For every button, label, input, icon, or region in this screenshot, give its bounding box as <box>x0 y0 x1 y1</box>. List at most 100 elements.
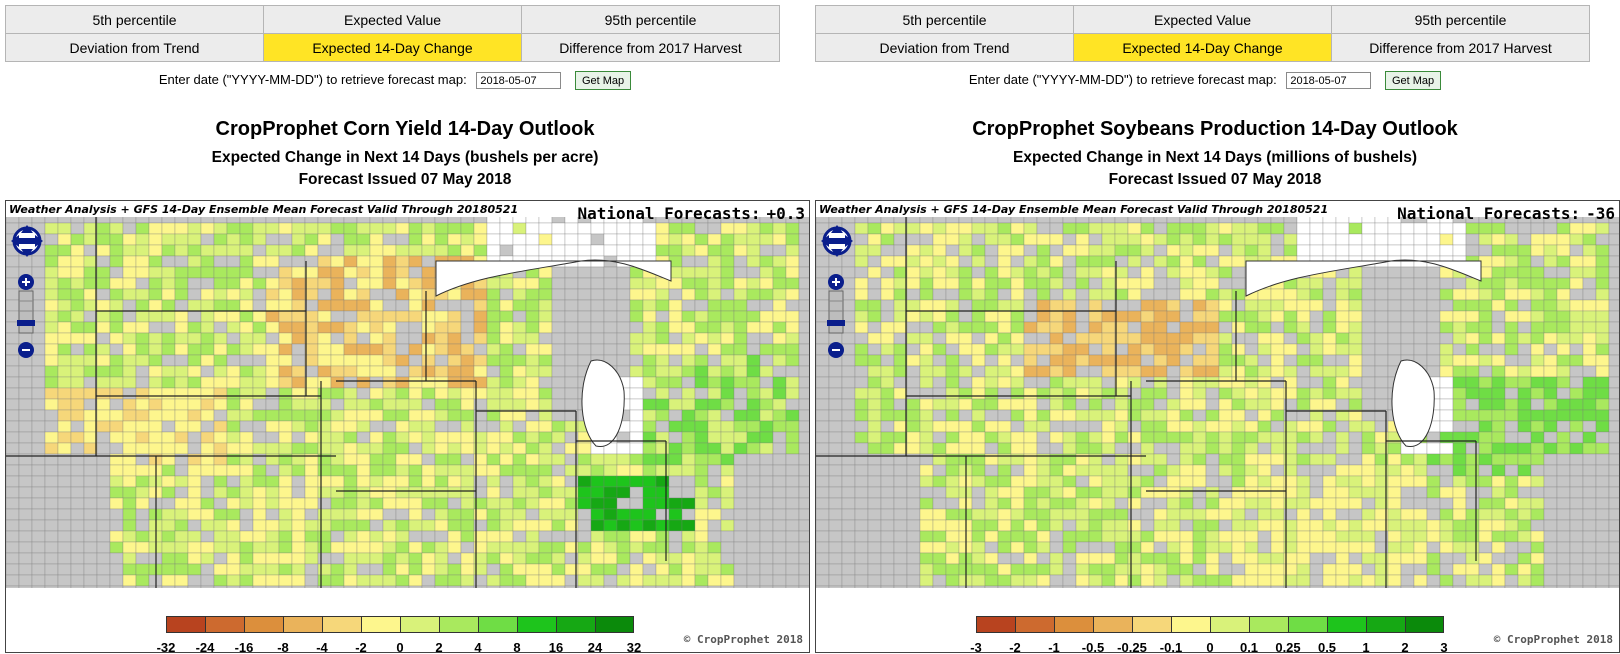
date-row: Enter date ("YYYY-MM-DD") to retrieve fo… <box>810 71 1600 90</box>
county-map[interactable] <box>816 201 1620 653</box>
state-borders <box>6 217 667 588</box>
legend-swatch <box>400 616 439 633</box>
legend-swatch <box>1288 616 1327 633</box>
zoom-out-icon[interactable] <box>18 342 34 358</box>
legend-tick-label: -0.25 <box>1117 640 1147 653</box>
corn-panel: 5th percentile Expected Value 95th perce… <box>5 5 810 653</box>
get-map-button[interactable]: Get Map <box>1384 71 1442 90</box>
zoom-out-icon[interactable] <box>828 342 844 358</box>
copyright: © CropProphet 2018 <box>683 633 803 646</box>
legend-swatch <box>1405 616 1444 633</box>
legend-tick-label: -1 <box>1048 640 1060 653</box>
lake-superior <box>1245 259 1482 297</box>
tab-95th-percentile[interactable]: 95th percentile <box>521 5 780 34</box>
lake-superior <box>435 259 672 297</box>
zoom-slider-handle[interactable] <box>17 320 35 326</box>
date-prompt: Enter date ("YYYY-MM-DD") to retrieve fo… <box>968 71 1277 87</box>
legend-tick-label: -16 <box>234 640 254 653</box>
map-header: Weather Analysis + GFS 14-Day Ensemble M… <box>9 203 519 216</box>
date-input[interactable] <box>1286 72 1372 89</box>
map-zoom-control[interactable] <box>819 221 855 371</box>
tab-expected-value[interactable]: Expected Value <box>1073 5 1332 34</box>
legend-tick-label: 0.5 <box>1317 640 1337 653</box>
zoom-in-icon[interactable] <box>18 274 34 290</box>
legend-tick-label: 3 <box>1440 640 1448 653</box>
forecast-issued: Forecast Issued 07 May 2018 <box>298 171 512 188</box>
legend-tick-label: 2 <box>435 640 443 653</box>
tab-difference-from-2017-harvest[interactable]: Difference from 2017 Harvest <box>521 33 780 62</box>
counties-layer <box>6 201 809 652</box>
tab-95th-percentile[interactable]: 95th percentile <box>1331 5 1590 34</box>
legend-tick-label: -4 <box>316 640 328 653</box>
zoom-slider-track[interactable] <box>18 290 34 334</box>
legend-swatch <box>1210 616 1249 633</box>
zoom-slider-handle[interactable] <box>827 320 845 326</box>
legend-tick-label: -2 <box>355 640 367 653</box>
tab-5th-percentile[interactable]: 5th percentile <box>815 5 1074 34</box>
map-zoom-control[interactable] <box>9 221 45 371</box>
legend-swatch <box>1249 616 1288 633</box>
legend-tick-label: 8 <box>513 640 521 653</box>
legend-swatch <box>439 616 478 633</box>
national-label: National Forecasts: <box>577 204 761 223</box>
legend-tick-label: -8 <box>277 640 289 653</box>
tab-expected-value[interactable]: Expected Value <box>263 5 522 34</box>
legend-tick-label: -3 <box>970 640 982 653</box>
tab-difference-from-2017-harvest[interactable]: Difference from 2017 Harvest <box>1331 33 1590 62</box>
tab-5th-percentile[interactable]: 5th percentile <box>5 5 264 34</box>
legend-tick-label: -32 <box>156 640 176 653</box>
legend-tick-label: 32 <box>626 640 642 653</box>
legend-swatch <box>1093 616 1132 633</box>
legend-tick-label: 24 <box>587 640 603 653</box>
get-map-button[interactable]: Get Map <box>574 71 632 90</box>
legend-swatch <box>595 616 634 633</box>
tab-deviation-from-trend[interactable]: Deviation from Trend <box>5 33 264 62</box>
legend-tick-label: 0 <box>1206 640 1214 653</box>
legend-tick-label: -0.5 <box>1081 640 1105 653</box>
date-input[interactable] <box>476 72 562 89</box>
forecast-map[interactable]: Weather Analysis + GFS 14-Day Ensemble M… <box>815 200 1620 653</box>
state-borders <box>816 217 1477 588</box>
national-forecast: National Forecasts: -36 <box>1397 204 1615 223</box>
pan-control-icon[interactable] <box>821 225 853 257</box>
legend-swatch <box>166 616 205 633</box>
tab-expected-14-day-change[interactable]: Expected 14-Day Change <box>263 33 522 62</box>
pan-control-icon[interactable] <box>11 225 43 257</box>
national-forecast: National Forecasts: +0.3 <box>577 204 805 223</box>
counties-layer <box>816 201 1619 652</box>
legend-tick-label: 4 <box>474 640 482 653</box>
legend-swatch <box>1132 616 1171 633</box>
legend-swatch <box>976 616 1015 633</box>
legend-tick-label: 16 <box>548 640 564 653</box>
legend-swatch <box>556 616 595 633</box>
tab-deviation-from-trend[interactable]: Deviation from Trend <box>815 33 1074 62</box>
legend-swatch <box>1054 616 1093 633</box>
zoom-in-icon[interactable] <box>828 274 844 290</box>
national-label: National Forecasts: <box>1397 204 1581 223</box>
date-prompt: Enter date ("YYYY-MM-DD") to retrieve fo… <box>158 71 467 87</box>
legend-swatch <box>517 616 556 633</box>
view-tabs: 5th percentile Expected Value 95th perce… <box>815 5 1590 62</box>
zoom-slider-track[interactable] <box>828 290 844 334</box>
forecast-map[interactable]: Weather Analysis + GFS 14-Day Ensemble M… <box>5 200 810 653</box>
forecast-issued: Forecast Issued 07 May 2018 <box>1108 171 1322 188</box>
soybeans-panel: 5th percentile Expected Value 95th perce… <box>810 0 1620 654</box>
legend-tick-label: -2 <box>1009 640 1021 653</box>
map-title: CropProphet Soybeans Production 14-Day O… <box>972 118 1458 140</box>
legend-tick-label: 2 <box>1401 640 1409 653</box>
legend-swatch <box>478 616 517 633</box>
legend-swatch <box>205 616 244 633</box>
lake-michigan <box>1391 359 1435 447</box>
legend-swatch <box>1327 616 1366 633</box>
national-value: +0.3 <box>766 204 805 223</box>
legend-swatch <box>1171 616 1210 633</box>
legend-tick-label: -0.1 <box>1159 640 1183 653</box>
legend-swatch <box>322 616 361 633</box>
legend-swatch <box>361 616 400 633</box>
tab-expected-14-day-change[interactable]: Expected 14-Day Change <box>1073 33 1332 62</box>
legend-swatch <box>1015 616 1054 633</box>
legend-swatch <box>283 616 322 633</box>
legend-tick-label: -24 <box>195 640 215 653</box>
county-map[interactable] <box>6 201 810 653</box>
lake-michigan <box>581 359 625 447</box>
